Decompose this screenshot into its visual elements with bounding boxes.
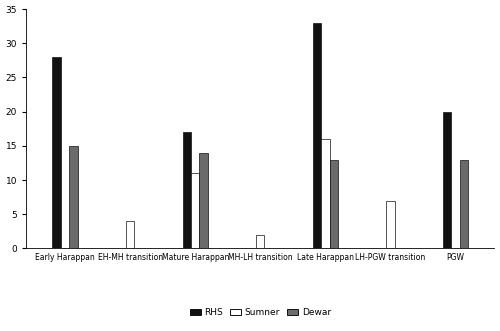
- Bar: [52, 57, 61, 248]
- Bar: [200, 153, 208, 248]
- Bar: [70, 146, 78, 248]
- Bar: [321, 139, 330, 248]
- Bar: [386, 201, 394, 248]
- Legend: RHS, Sumner, Dewar: RHS, Sumner, Dewar: [186, 304, 334, 320]
- Bar: [460, 160, 468, 248]
- Bar: [182, 132, 191, 248]
- Bar: [191, 173, 200, 248]
- Bar: [126, 221, 134, 248]
- Bar: [330, 160, 338, 248]
- Bar: [442, 112, 451, 248]
- Bar: [312, 23, 321, 248]
- Bar: [256, 235, 264, 248]
